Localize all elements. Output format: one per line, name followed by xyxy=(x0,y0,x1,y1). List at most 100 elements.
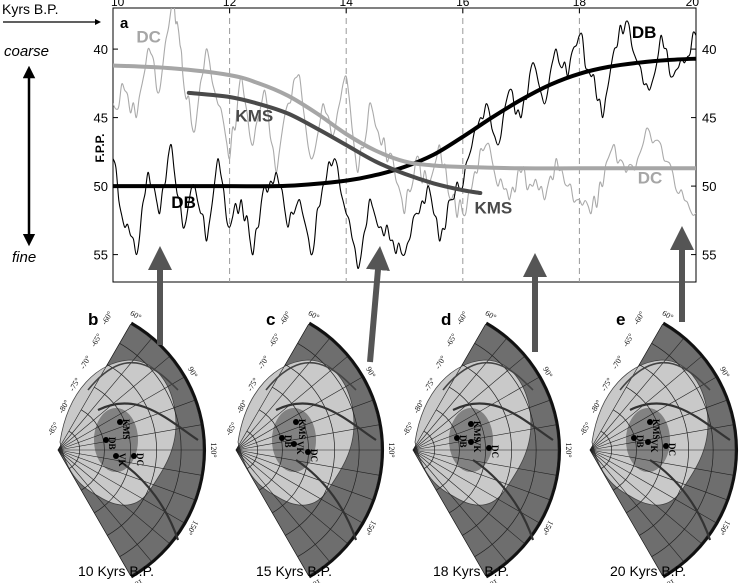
meridian xyxy=(235,424,379,451)
longitude-label: 180° xyxy=(305,577,323,583)
meridian xyxy=(412,449,556,476)
series-line-dc xyxy=(113,63,696,171)
meridian xyxy=(412,400,550,451)
meridian xyxy=(57,324,131,451)
latitude-label: -65° xyxy=(89,332,104,349)
latitude-label: -60° xyxy=(632,310,647,327)
site-label-kms: KMS xyxy=(121,419,131,440)
series-label-db: DB xyxy=(171,193,196,212)
meridian xyxy=(235,324,309,451)
meridian xyxy=(589,424,733,451)
meridian xyxy=(589,449,684,562)
meridian xyxy=(589,449,733,476)
site-label-vk: VK xyxy=(472,439,482,453)
latitude-label: -85° xyxy=(224,421,239,438)
series-line-kms xyxy=(186,90,483,195)
trajectory-line xyxy=(87,361,179,391)
panel-label-b: b xyxy=(88,310,98,329)
site-label-vk: VK xyxy=(295,441,305,455)
series-label-dc: DC xyxy=(136,27,161,46)
longitude-label: 90° xyxy=(718,365,731,379)
meridian xyxy=(235,449,348,544)
meridian xyxy=(235,449,379,476)
site-label-kms: KMS xyxy=(297,419,307,440)
trajectory-line xyxy=(472,459,535,541)
longitude-label: 90° xyxy=(186,365,199,379)
meridian xyxy=(57,449,131,576)
latitude-label: -70° xyxy=(256,354,271,371)
meridian xyxy=(589,449,663,576)
site-marker-db xyxy=(631,435,637,441)
plot-frame xyxy=(112,7,697,283)
meridian xyxy=(412,449,525,544)
fpp-chart: 10 12 14 16 18 20 40 45 50 55 40 45 50 55 DC DC DB DB K… xyxy=(2,0,716,283)
site-marker-vk xyxy=(291,441,297,447)
latitude-label: -70° xyxy=(433,354,448,371)
longitude-label: 180° xyxy=(127,577,145,583)
x-tick-label: 16 xyxy=(456,0,470,9)
latitude-label: -85° xyxy=(578,421,593,438)
meridian xyxy=(235,400,373,451)
meridian xyxy=(235,449,330,562)
site-label-db: DB xyxy=(107,437,117,450)
map-caption-e: 20 Kyrs B.P. xyxy=(610,563,686,579)
longitude-label: 120° xyxy=(387,442,396,457)
latitude-label: -60° xyxy=(100,310,115,327)
meridian xyxy=(412,449,486,576)
x-tick-label: 20 xyxy=(686,0,700,9)
latitude-label: -85° xyxy=(46,421,61,438)
trajectory-line xyxy=(629,402,731,441)
site-marker-db xyxy=(454,435,460,441)
map-caption-c: 15 Kyrs B.P. xyxy=(256,563,332,579)
latitude-label: -70° xyxy=(610,354,625,371)
meridian xyxy=(412,449,550,500)
site-label-dc: DC xyxy=(667,443,677,456)
site-marker-kms xyxy=(117,419,123,425)
site-marker-kms xyxy=(293,419,299,425)
meridian xyxy=(57,449,152,562)
trajectory-line xyxy=(442,361,534,391)
map-caption-d: 18 Kyrs B.P. xyxy=(433,563,509,579)
y-axis-title: F.P.P. xyxy=(93,134,107,163)
site-label-db: DB xyxy=(283,435,293,448)
meridian xyxy=(412,356,525,451)
trajectory-line xyxy=(275,402,377,441)
latitude-label: -65° xyxy=(444,332,459,349)
longitude-label: 120° xyxy=(209,442,218,457)
meridian xyxy=(235,338,330,451)
meridian xyxy=(235,449,362,523)
site-label-db: DB xyxy=(635,435,645,448)
panel-label-c: c xyxy=(266,310,275,329)
meridian xyxy=(235,377,362,451)
meridian xyxy=(235,356,348,451)
coarse-label: coarse xyxy=(4,43,49,60)
site-marker-kms xyxy=(647,419,653,425)
y-tick-label-right: 40 xyxy=(702,42,716,57)
series-label-kms: KMS xyxy=(474,199,512,218)
meridian xyxy=(57,338,152,451)
meridian xyxy=(589,400,727,451)
x-tick-label: 12 xyxy=(223,0,237,9)
series-line-db xyxy=(113,56,696,189)
trajectory-line xyxy=(619,361,711,391)
y-tick-label-left: 55 xyxy=(94,248,108,263)
y-tick-label-left: 45 xyxy=(94,111,108,126)
series-label-kms: KMS xyxy=(235,107,273,126)
site-label-kms: KMS xyxy=(472,421,482,442)
site-marker-db xyxy=(103,437,109,443)
meridian xyxy=(412,338,507,451)
site-marker-dc xyxy=(131,453,137,459)
site-label-db: DB xyxy=(458,435,468,448)
meridian xyxy=(412,324,486,451)
site-marker-dc xyxy=(663,443,669,449)
meridian xyxy=(235,449,309,576)
latitude-label: -70° xyxy=(78,354,93,371)
site-marker-dc xyxy=(486,445,492,451)
meridian xyxy=(57,377,184,451)
longitude-label: 180° xyxy=(482,577,500,583)
longitude-label: 60° xyxy=(484,309,498,322)
longitude-label: 90° xyxy=(541,365,554,379)
site-label-vk: VK xyxy=(649,439,659,453)
longitude-label: 60° xyxy=(129,309,143,322)
site-label-vk: VK xyxy=(117,453,127,467)
